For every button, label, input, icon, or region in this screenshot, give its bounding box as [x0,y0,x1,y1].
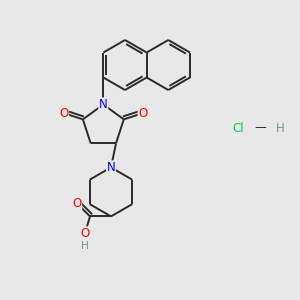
Text: N: N [99,98,108,111]
Text: O: O [59,107,68,120]
Text: H: H [276,122,284,134]
Text: Cl: Cl [232,122,244,134]
Text: O: O [72,197,82,210]
Text: O: O [80,227,90,240]
Text: N: N [106,161,116,174]
Text: O: O [138,107,147,120]
Text: H: H [81,242,89,251]
Text: —: — [254,122,266,134]
